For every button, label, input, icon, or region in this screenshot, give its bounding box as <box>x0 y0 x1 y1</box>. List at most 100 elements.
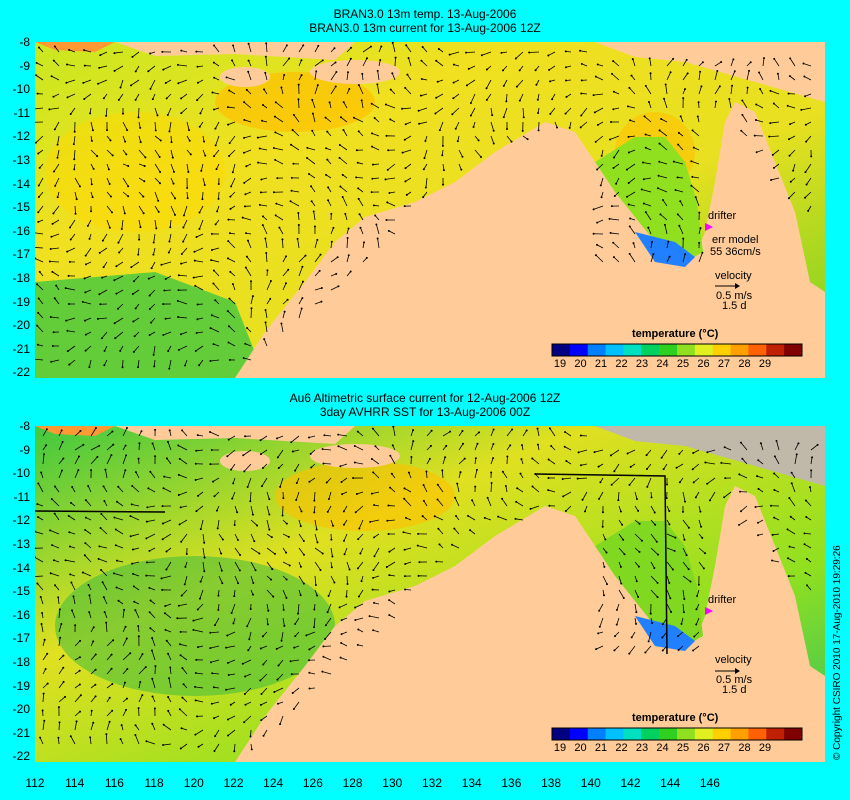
bottom-current-vectors <box>35 426 819 753</box>
bottom-y-tick: -20 <box>12 702 30 717</box>
colorbar-tick-label: 27 <box>717 742 731 754</box>
bottom-y-tick: -15 <box>12 584 30 599</box>
top-y-tick: -17 <box>12 247 30 262</box>
top-y-tick: -14 <box>12 176 30 191</box>
x-tick: 134 <box>461 776 482 790</box>
bottom-map-svg <box>35 426 825 762</box>
colorbar-tick-label: 21 <box>594 358 608 370</box>
top-title-line2: BRAN3.0 13m current for 13-Aug-2006 12Z <box>309 21 541 35</box>
bottom-title-line1: Au6 Altimetric surface current for 12-Au… <box>289 391 561 405</box>
bottom-y-tick: -21 <box>12 725 30 740</box>
top-y-tick: -20 <box>12 318 30 333</box>
colorbar-tick-label: 23 <box>635 742 649 754</box>
colorbar-segment <box>748 344 767 356</box>
colorbar-tick-label: 29 <box>758 358 772 370</box>
colorbar-segment <box>605 344 624 356</box>
colorbar-segment <box>587 344 607 356</box>
x-tick: 116 <box>104 776 124 790</box>
colorbar-segment <box>587 728 607 740</box>
bottom-drifter-marker <box>705 607 713 615</box>
colorbar-tick-label: 20 <box>574 742 587 754</box>
colorbar-segment <box>712 728 732 740</box>
bottom-velocity-time: 1.5 d <box>722 684 747 696</box>
top-drifter-label: drifter <box>708 210 737 222</box>
bottom-title-line2: 3day AVHRR SST for 13-Aug-2006 00Z <box>319 405 531 419</box>
colorbar-tick-label: 27 <box>717 358 731 370</box>
colorbar-tick-label: 25 <box>676 358 690 370</box>
colorbar-segment <box>748 728 767 740</box>
top-y-tick: -16 <box>12 223 30 238</box>
x-tick: 124 <box>263 776 284 790</box>
x-tick: 126 <box>302 776 323 790</box>
top-velocity-label: velocity <box>715 270 752 282</box>
bottom-y-tick: -19 <box>12 678 30 693</box>
bottom-y-tick: -13 <box>12 537 30 551</box>
top-land-australia <box>235 102 825 378</box>
bottom-map-panel <box>35 426 825 762</box>
colorbar-segment <box>641 344 660 356</box>
bottom-y-tick: -17 <box>12 631 30 646</box>
colorbar-tick-label: 24 <box>656 358 669 370</box>
top-y-tick: -15 <box>12 200 30 215</box>
x-tick: 112 <box>25 776 45 790</box>
top-y-tick: -11 <box>13 105 30 120</box>
colorbar-tick-label: 28 <box>738 742 751 754</box>
top-title-line1: BRAN3.0 13m temp. 13-Aug-2006 <box>333 7 517 21</box>
x-tick: 120 <box>183 776 204 790</box>
top-y-tick: -9 <box>19 58 30 73</box>
x-tick: 142 <box>620 776 641 790</box>
colorbar-tick-label: 29 <box>758 742 772 754</box>
colorbar-tick-label: 26 <box>697 358 710 370</box>
colorbar-segment <box>623 344 642 356</box>
x-tick: 118 <box>144 776 164 790</box>
colorbar-segment <box>569 344 589 356</box>
colorbar-segment <box>766 728 785 740</box>
top-colorbar <box>551 343 803 357</box>
colorbar-tick-label: 19 <box>553 358 567 370</box>
bottom-y-tick: -22 <box>12 749 30 764</box>
bottom-y-tick: -8 <box>19 419 30 433</box>
bottom-colorbar <box>551 727 803 741</box>
top-err-value: 55 36cm/s <box>710 246 761 258</box>
top-y-tick: -21 <box>12 341 30 356</box>
x-tick: 114 <box>65 776 85 790</box>
colorbar-segment <box>730 344 749 356</box>
colorbar-tick-label: 19 <box>553 742 567 754</box>
colorbar-segment <box>712 344 732 356</box>
bottom-y-tick: -18 <box>12 655 30 669</box>
colorbar-segment <box>569 728 589 740</box>
top-map-svg <box>35 42 825 378</box>
colorbar-tick-label: 25 <box>676 742 690 754</box>
top-legend-title: temperature (°C) <box>632 328 719 340</box>
colorbar-segment <box>659 728 678 740</box>
bottom-velocity-scale: 0.5 m/s <box>716 674 753 686</box>
colorbar-segment <box>784 344 803 356</box>
bottom-velocity-label: velocity <box>715 654 752 666</box>
colorbar-tick-label: 22 <box>615 742 628 754</box>
colorbar-segment <box>784 728 803 740</box>
top-y-tick: -13 <box>12 153 30 167</box>
colorbar-segment <box>641 728 660 740</box>
colorbar-segment <box>694 728 714 740</box>
colorbar-segment <box>552 344 571 356</box>
bottom-y-tick: -12 <box>12 513 30 528</box>
colorbar-segment <box>730 728 749 740</box>
colorbar-tick-label: 28 <box>738 358 751 370</box>
top-drifter-marker <box>705 223 713 231</box>
colorbar-segment <box>623 728 642 740</box>
colorbar-tick-label: 21 <box>594 742 608 754</box>
colorbar-segment <box>605 728 624 740</box>
colorbar-segment <box>677 728 696 740</box>
bottom-drifter-label: drifter <box>708 594 737 606</box>
top-velocity-scale: 0.5 m/s <box>716 290 753 302</box>
x-tick: 138 <box>541 776 562 790</box>
colorbar-segment <box>677 344 696 356</box>
colorbar-tick-label: 20 <box>574 358 587 370</box>
x-tick: 140 <box>580 776 601 790</box>
bottom-y-tick: -16 <box>12 607 30 622</box>
colorbar-tick-label: 26 <box>697 742 710 754</box>
top-velocity-time: 1.5 d <box>722 300 747 312</box>
top-err-label: err model <box>712 234 759 246</box>
bottom-y-tick: -11 <box>13 489 30 504</box>
colorbar-tick-label: 24 <box>656 742 669 754</box>
